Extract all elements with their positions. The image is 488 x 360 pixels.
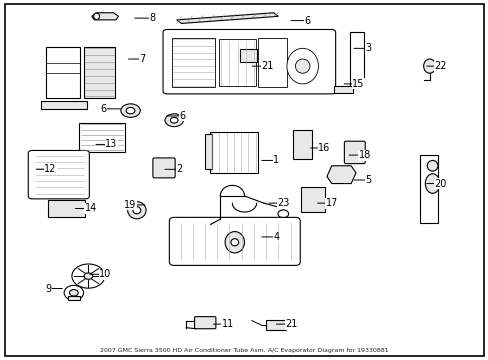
Bar [171,38,215,87]
Bar [239,49,256,62]
Bar [419,155,438,223]
Text: 7: 7 [139,54,145,64]
Text: 13: 13 [105,139,117,149]
Ellipse shape [121,104,140,117]
Polygon shape [92,13,118,20]
Bar [79,123,124,152]
Bar [258,38,286,87]
Bar [48,200,84,217]
Text: 2: 2 [176,164,183,174]
Text: 4: 4 [273,232,279,242]
Text: 22: 22 [434,61,446,71]
Bar [45,46,80,98]
Text: 3: 3 [365,43,370,53]
Text: 19: 19 [124,200,137,210]
Polygon shape [326,166,355,184]
Bar [266,320,285,330]
Ellipse shape [277,210,288,218]
Text: 21: 21 [261,61,273,71]
Text: 5: 5 [364,175,370,185]
Text: 23: 23 [277,198,289,208]
Bar [68,296,80,300]
Bar [219,40,255,86]
Text: 11: 11 [222,319,234,329]
Ellipse shape [72,264,104,288]
Polygon shape [176,13,278,23]
Text: 12: 12 [44,164,57,174]
Ellipse shape [69,289,78,296]
Ellipse shape [427,161,437,171]
Ellipse shape [126,107,135,114]
FancyBboxPatch shape [169,217,300,265]
Text: 6: 6 [304,15,310,26]
Text: 16: 16 [318,143,330,153]
Bar [301,187,325,212]
Bar [209,132,258,173]
Text: 1: 1 [273,156,279,166]
Ellipse shape [133,207,141,214]
Ellipse shape [170,117,178,123]
Ellipse shape [224,231,244,253]
FancyBboxPatch shape [344,141,365,164]
FancyBboxPatch shape [194,317,216,329]
Text: 6: 6 [101,104,107,114]
Ellipse shape [64,285,83,300]
Ellipse shape [295,59,309,73]
Ellipse shape [164,114,183,127]
Ellipse shape [127,202,146,219]
Ellipse shape [286,48,318,84]
Text: 14: 14 [84,203,97,213]
Text: 6: 6 [180,111,185,121]
Bar [83,46,115,98]
Text: 2007 GMC Sierra 3500 HD Air Conditioner Tube Asm, A/C Evaporator Diagram for 193: 2007 GMC Sierra 3500 HD Air Conditioner … [100,348,388,353]
Bar [349,32,363,87]
Text: 9: 9 [45,284,51,293]
Text: 21: 21 [285,319,297,329]
Bar [41,101,87,109]
Text: 18: 18 [358,150,370,160]
FancyBboxPatch shape [28,150,89,199]
Text: 10: 10 [99,269,111,279]
Ellipse shape [94,13,100,19]
Text: 17: 17 [325,198,337,208]
Ellipse shape [423,59,435,73]
Ellipse shape [425,174,439,193]
Ellipse shape [230,239,238,246]
Ellipse shape [84,273,93,279]
Bar [292,130,312,159]
Bar [333,86,352,93]
FancyBboxPatch shape [163,30,335,94]
Bar [204,134,212,169]
FancyBboxPatch shape [153,158,175,178]
Text: 15: 15 [351,79,364,89]
Text: 8: 8 [149,13,155,23]
Text: 20: 20 [434,179,446,189]
